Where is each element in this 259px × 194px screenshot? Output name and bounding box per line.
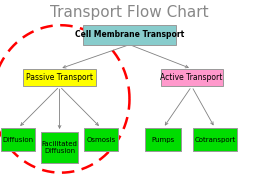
FancyBboxPatch shape	[84, 128, 118, 151]
Text: Cell Membrane Transport: Cell Membrane Transport	[75, 30, 184, 39]
Text: Cotransport: Cotransport	[194, 137, 236, 143]
FancyBboxPatch shape	[41, 132, 78, 163]
Text: Facilitated
Diffusion: Facilitated Diffusion	[42, 141, 77, 154]
Text: Pumps: Pumps	[152, 137, 175, 143]
FancyBboxPatch shape	[83, 25, 176, 45]
FancyBboxPatch shape	[161, 69, 223, 86]
Text: Passive Transport: Passive Transport	[26, 73, 93, 82]
FancyBboxPatch shape	[145, 128, 181, 151]
FancyBboxPatch shape	[193, 128, 237, 151]
FancyBboxPatch shape	[1, 128, 35, 151]
Text: Active Transport: Active Transport	[161, 73, 223, 82]
FancyBboxPatch shape	[23, 69, 96, 86]
Text: Osmosis: Osmosis	[87, 137, 116, 143]
Text: Transport Flow Chart: Transport Flow Chart	[50, 5, 209, 20]
Text: Diffusion: Diffusion	[3, 137, 34, 143]
